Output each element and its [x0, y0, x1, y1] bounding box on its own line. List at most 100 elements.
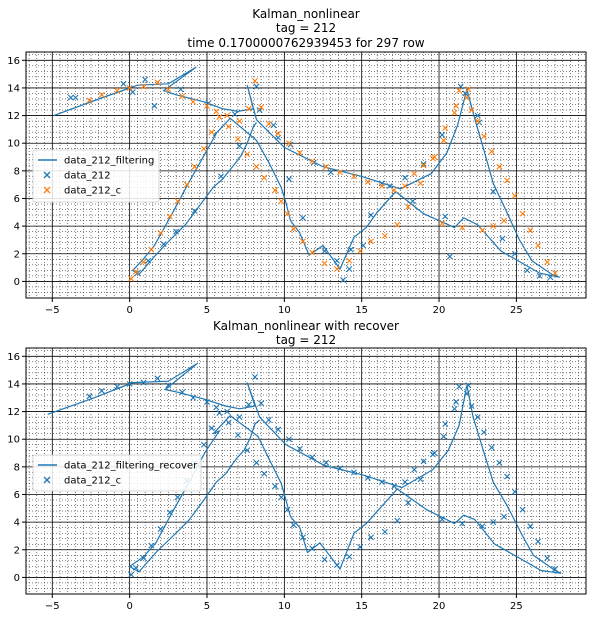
marker-data_212_c: [552, 270, 559, 277]
legend-swatch-marker: [43, 171, 51, 179]
marker-data_212_c: [86, 97, 93, 104]
marker-data_212_c: [459, 224, 466, 231]
marker-data_212_c: [224, 112, 231, 119]
x-tick-label: 0: [126, 601, 132, 612]
legend-box: [32, 454, 202, 492]
marker-data_212_c: [261, 470, 268, 477]
marker-data_212_c: [463, 390, 470, 397]
marker-data_212: [327, 169, 334, 176]
x-tick-label: 5: [204, 305, 210, 316]
y-tick-label: 6: [14, 490, 20, 501]
marker-data_212: [120, 80, 127, 87]
marker-data_212_c: [323, 163, 330, 170]
marker-data_212_c: [258, 400, 265, 407]
marker-data_212_c: [272, 483, 279, 490]
marker-data_212: [299, 214, 306, 221]
marker-data_212_c: [442, 125, 449, 131]
chart-title-line-0: Kalman_nonlinear: [252, 7, 360, 21]
marker-data_212: [285, 176, 292, 183]
marker-data_212_c: [350, 173, 357, 180]
marker-data_212_c: [337, 169, 344, 176]
marker-data_212_c: [278, 494, 285, 501]
marker-data_212_c: [128, 571, 135, 578]
marker-data_212_c: [544, 259, 551, 266]
marker-data_212_c: [527, 227, 534, 234]
chart-title-line-0: Kalman_nonlinear with recover: [213, 319, 399, 333]
marker-data_212_c: [208, 425, 215, 432]
y-tick-label: 0: [14, 573, 20, 584]
marker-data_212_c: [166, 213, 173, 220]
marker-data_212_c: [285, 140, 292, 147]
y-tick-label: 6: [14, 194, 20, 205]
marker-data_212_c: [468, 107, 475, 114]
legend-label: data_212_filtering_recover: [64, 461, 198, 472]
marker-data_212_c: [244, 151, 251, 158]
legend-box: [32, 149, 160, 203]
legend: data_212_filtering data_212 data_212_c: [32, 149, 160, 203]
marker-data_212: [367, 212, 374, 219]
marker-data_212_c: [451, 405, 458, 412]
marker-data_212_c: [440, 433, 447, 440]
marker-data_212_c: [519, 506, 526, 513]
marker-data_212_c: [337, 465, 344, 472]
axes-frame: [25, 51, 587, 299]
legend-label: data_212_c: [64, 476, 121, 487]
marker-data_212: [151, 102, 158, 109]
marker-data_212_c: [405, 499, 412, 506]
marker-data_212: [462, 90, 469, 97]
y-tick-label: 14: [7, 379, 20, 390]
marker-data_212: [142, 76, 149, 83]
marker-data_212_c: [200, 441, 207, 448]
marker-data_212: [499, 235, 506, 242]
x-tick-label: 10: [278, 305, 291, 316]
marker-data_212_c: [391, 483, 398, 490]
plot-area: [47, 362, 562, 578]
marker-data_212: [191, 207, 198, 214]
marker-data_212_c: [378, 479, 385, 486]
marker-data_212_c: [140, 259, 147, 266]
marker-data_212_c: [417, 476, 424, 483]
marker-data_212_c: [465, 382, 472, 389]
marker-data_212_c: [132, 268, 139, 275]
chart-title-line-1: tag = 212: [276, 21, 336, 35]
marker-data_212_c: [402, 183, 408, 190]
marker-data_212_c: [480, 429, 487, 436]
marker-data_212_c: [265, 120, 272, 127]
marker-data_212_c: [490, 223, 497, 230]
y-tick-label: 16: [7, 352, 20, 363]
marker-data_212: [524, 267, 531, 274]
marker-data_212_c: [552, 566, 559, 573]
marker-data_212_c: [166, 509, 173, 516]
marker-data_212_c: [367, 534, 374, 541]
marker-data_212_c: [501, 513, 507, 520]
marker-data_212_c: [244, 447, 251, 454]
marker-data_212_c: [179, 389, 186, 396]
marker-data_212_c: [463, 94, 470, 101]
marker-data_212_c: [364, 474, 371, 481]
marker-data_212_c: [504, 177, 511, 184]
marker-data_212: [129, 89, 136, 96]
marker-data_212_c: [459, 520, 466, 527]
legend-swatch-marker: [43, 476, 51, 484]
marker-data_212_c: [132, 564, 139, 571]
marker-data_212_c: [535, 538, 542, 545]
marker-data_212_c: [496, 163, 503, 170]
marker-data_212_c: [429, 155, 436, 162]
marker-data_212: [474, 112, 481, 119]
legend-label: data_212_filtering: [64, 156, 154, 167]
marker-data_212_c: [490, 519, 497, 526]
marker-data_212_c: [479, 227, 486, 234]
marker-data_212_c: [216, 409, 223, 416]
marker-data_212_c: [367, 238, 374, 245]
chart-title-line-2: time 0.1700000762939453 for 297 row: [187, 36, 424, 50]
chart-title-line-1: tag = 212: [276, 333, 336, 347]
axes-frame: [25, 347, 587, 595]
marker-data_212_c: [346, 257, 353, 264]
marker-data_212: [160, 241, 167, 248]
marker-data_212_c: [275, 130, 282, 137]
marker-data_212_c: [204, 102, 210, 109]
y-tick-label: 2: [14, 545, 20, 556]
x-tick-label: 5: [204, 601, 210, 612]
marker-data_212: [360, 242, 367, 249]
marker-data_212_c: [165, 86, 172, 93]
